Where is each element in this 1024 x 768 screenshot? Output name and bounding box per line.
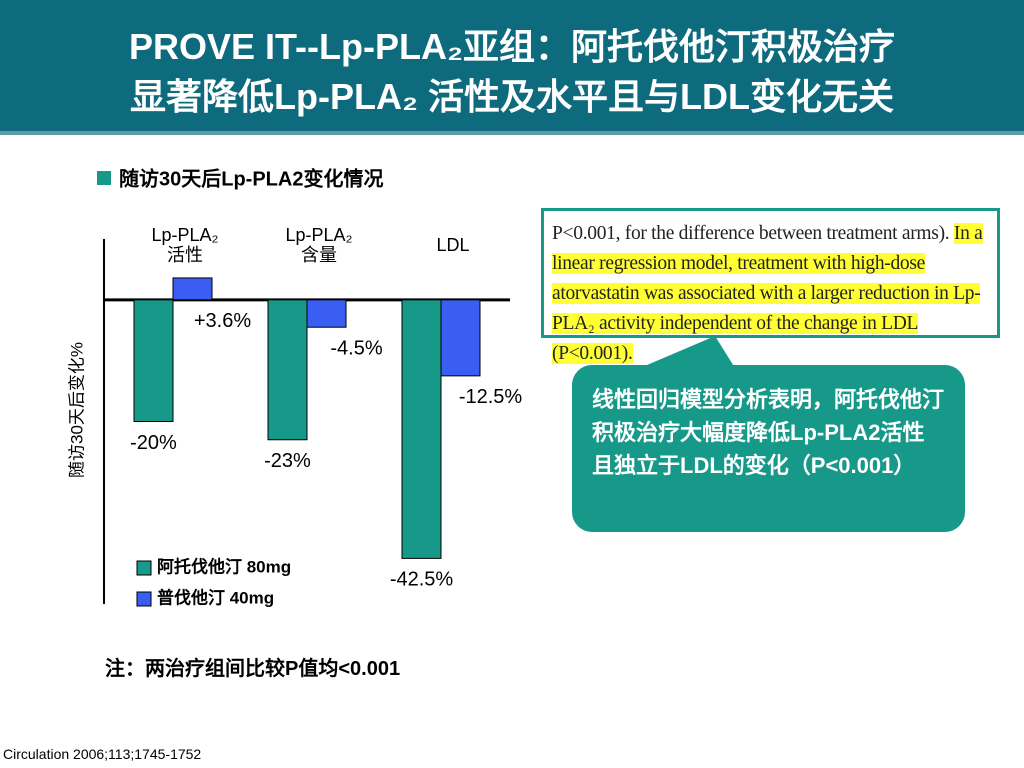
chart-subtitle: 随访30天后Lp-PLA2变化情况 [119, 166, 383, 190]
citation: Circulation 2006;113;1745-1752 [3, 746, 202, 762]
legend-swatch [136, 591, 152, 607]
callout: 线性回归模型分析表明，阿托伐他汀积极治疗大幅度降低Lp-PLA2活性且独立于LD… [572, 365, 965, 532]
legend-swatch [136, 560, 152, 576]
bar [306, 299, 347, 328]
legend-label: 普伐他汀 40mg [157, 587, 274, 607]
data-label: -20% [130, 432, 177, 454]
data-label: -42.5% [390, 569, 454, 591]
x-tick-label-line: 活性 [167, 245, 203, 265]
data-label: -12.5% [459, 386, 523, 408]
note: 注：两治疗组间比较P值均<0.001 [105, 658, 401, 680]
x-tick-label: Lp-PLA₂ 活性 [151, 225, 218, 265]
data-label: +3.6% [194, 310, 251, 332]
bar [401, 299, 442, 559]
x-tick-label-line: Lp-PLA₂ [151, 225, 218, 245]
subtitle-bullet [97, 171, 111, 185]
data-label: -4.5% [330, 337, 382, 359]
bar [267, 299, 308, 441]
title: PROVE IT--Lp-PLA₂亚组：阿托伐他汀积极治疗 显著降低Lp-PLA… [0, 0, 1024, 135]
x-tick-label-line: Lp-PLA₂ [285, 225, 352, 245]
title-line: PROVE IT--Lp-PLA₂亚组：阿托伐他汀积极治疗 [129, 26, 895, 67]
bar [440, 299, 481, 377]
legend-label: 阿托伐他汀 80mg [157, 556, 291, 576]
excerpt: P<0.001, for the difference between trea… [541, 208, 1000, 364]
excerpt-plain: P<0.001, for the difference between trea… [552, 223, 954, 244]
x-tick-label: Lp-PLA₂ 含量 [285, 225, 352, 265]
callout-pointer [640, 336, 735, 368]
y-axis-label: 随访30天后变化% [67, 342, 86, 478]
bar [133, 299, 174, 423]
x-tick-label-line: 含量 [301, 245, 337, 265]
x-tick-label: LDL [436, 235, 469, 255]
title-line: 显著降低Lp-PLA₂ 活性及水平且与LDL变化无关 [130, 76, 894, 117]
data-label: -23% [264, 450, 311, 472]
bar [172, 277, 213, 301]
